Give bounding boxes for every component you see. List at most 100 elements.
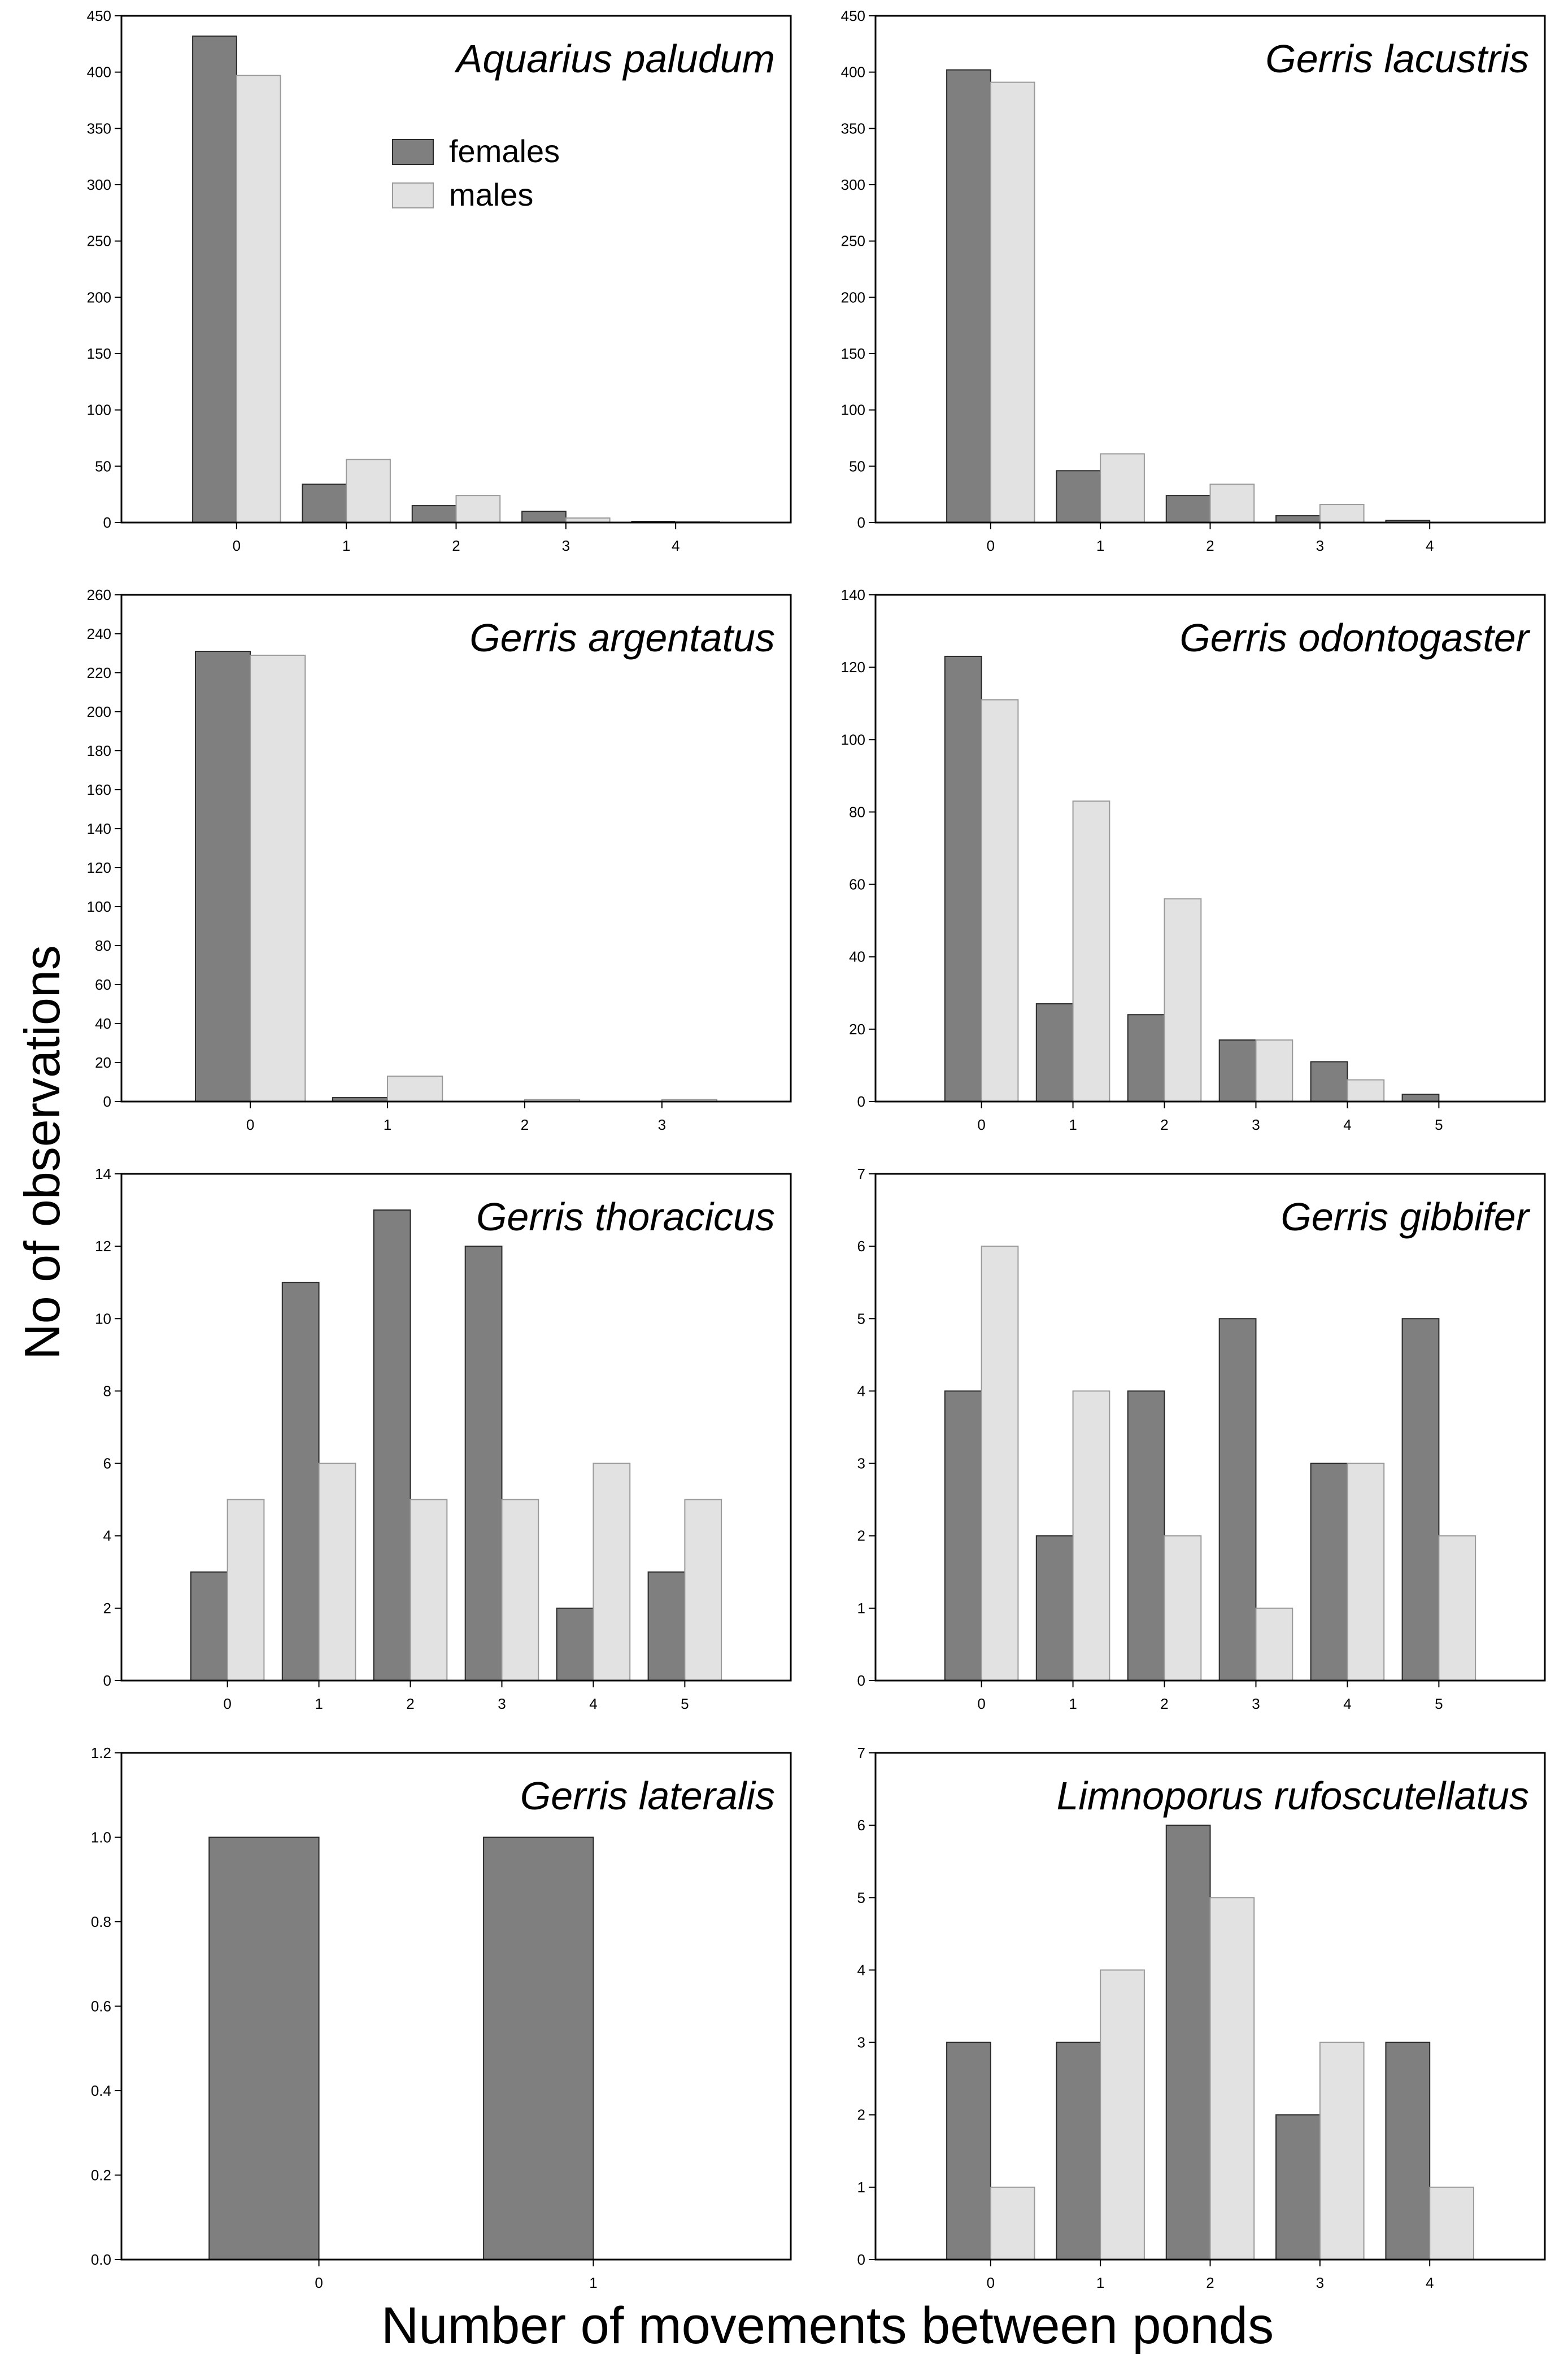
bar-females-3 [1275, 2114, 1321, 2261]
x-tick-label: 1 [384, 1116, 391, 1133]
bar-females-1 [1035, 1003, 1074, 1103]
y-tick-label: 4 [103, 1527, 111, 1544]
y-tick-label: 140 [87, 820, 111, 837]
y-tick-label: 8 [103, 1382, 111, 1399]
y-tick-label: 0 [103, 1672, 111, 1689]
y-tick-label: 160 [87, 781, 111, 798]
y-tick-label: 100 [87, 402, 111, 419]
y-tick-label: 20 [849, 1021, 865, 1038]
bar-females-0 [946, 2042, 991, 2261]
y-tick-label: 0.0 [91, 2251, 111, 2268]
x-tick-label: 1 [1069, 1116, 1077, 1133]
y-tick-label: 1 [857, 1600, 865, 1617]
bar-males-2 [1164, 1535, 1202, 1682]
y-tick-label: 40 [849, 948, 865, 965]
x-tick-label: 2 [521, 1116, 529, 1133]
x-tick-label: 2 [1206, 537, 1214, 554]
bar-males-2 [1164, 898, 1202, 1102]
y-tick-label: 7 [857, 1165, 865, 1182]
y-tick-label: 200 [87, 703, 111, 720]
bar-females-3 [1218, 1318, 1257, 1681]
bar-females-3 [1275, 515, 1321, 523]
bar-females-0 [208, 1836, 320, 2260]
legend-swatch-females [392, 139, 434, 165]
y-tick-label: 150 [87, 345, 111, 362]
chart-panel-7: 0 1 2 3 4 5 6 7 0 1 2 3 4 Limnoporus rufoscutellatus [857, 1744, 1546, 2291]
y-tick-label: 300 [87, 176, 111, 193]
y-tick-label: 14 [95, 1165, 111, 1182]
y-tick-label: 1.2 [91, 1744, 111, 1761]
x-tick-label: 1 [589, 2274, 597, 2291]
y-tick-label: 2 [103, 1600, 111, 1617]
bar-females-4 [556, 1607, 594, 1682]
chart-title: Gerris odontogaster [1179, 616, 1530, 660]
x-tick-label: 4 [589, 1695, 597, 1712]
plot-frame [874, 1173, 1546, 1682]
chart-panel-3: 0 20 40 60 80 100 120 140 0 1 2 3 4 5 Gerris odontogas… [841, 586, 1546, 1133]
bar-males-1 [1072, 1390, 1110, 1681]
x-tick-label: 3 [1316, 2274, 1324, 2291]
y-tick-label: 0 [857, 2251, 865, 2268]
bar-females-5 [1401, 1318, 1440, 1681]
x-tick-label: 3 [1316, 537, 1324, 554]
y-tick-label: 140 [841, 586, 865, 603]
bar-males-0 [981, 699, 1019, 1102]
x-tick-label: 2 [452, 537, 460, 554]
bar-females-0 [194, 651, 251, 1103]
x-tick-label: 0 [246, 1116, 254, 1133]
x-tick-label: 3 [498, 1695, 506, 1712]
x-tick-label: 0 [223, 1695, 231, 1712]
x-tick-label: 4 [1343, 1695, 1351, 1712]
x-tick-label: 3 [1252, 1116, 1260, 1133]
y-tick-label: 50 [95, 458, 111, 475]
chart-panel-2: 0 20 40 60 80 100 120 140 160 180 200 220 240 260 0 1 2 3… [87, 586, 792, 1133]
plot-frame [874, 594, 1546, 1103]
bar-males-3 [1255, 1039, 1293, 1103]
bar-males-2 [410, 1499, 448, 1681]
bar-females-2 [1127, 1014, 1165, 1102]
y-tick-label: 150 [841, 345, 865, 362]
chart-panel-6: 0.0 0.2 0.4 0.6 0.8 1.0 1.2 0 1 Gerris lateralis [91, 1744, 792, 2291]
x-tick-label: 3 [1252, 1695, 1260, 1712]
bar-males-0 [250, 654, 306, 1102]
bar-males-5 [1438, 1535, 1476, 1682]
bar-females-4 [1310, 1061, 1348, 1103]
bar-males-4 [593, 1463, 631, 1682]
bar-males-5 [684, 1499, 722, 1681]
x-tick-label: 0 [987, 2274, 995, 2291]
x-tick-label: 2 [406, 1695, 414, 1712]
bar-males-2 [455, 495, 501, 523]
y-tick-label: 350 [87, 120, 111, 137]
y-tick-label: 0 [857, 1672, 865, 1689]
y-tick-label: 0.8 [91, 1913, 111, 1930]
x-tick-label: 2 [1160, 1116, 1168, 1133]
y-axis-label: No of observations [14, 945, 70, 1360]
x-tick-label: 2 [1160, 1695, 1168, 1712]
bar-females-2 [1165, 495, 1211, 523]
bar-males-1 [1072, 800, 1110, 1102]
y-tick-label: 220 [87, 664, 111, 681]
bar-females-5 [647, 1571, 686, 1681]
bar-females-1 [1035, 1535, 1074, 1682]
y-tick-label: 260 [87, 586, 111, 603]
y-tick-label: 200 [87, 289, 111, 306]
y-tick-label: 0 [103, 1093, 111, 1110]
y-tick-label: 1.0 [91, 1829, 111, 1846]
x-tick-label: 4 [1426, 537, 1434, 554]
bar-females-0 [190, 1571, 228, 1681]
y-tick-label: 2 [857, 1527, 865, 1544]
bar-males-3 [1319, 2042, 1365, 2261]
x-tick-label: 0 [977, 1695, 985, 1712]
bar-males-3 [1255, 1607, 1293, 1682]
legend-label-males: males [449, 177, 533, 212]
x-tick-label: 3 [562, 537, 570, 554]
x-tick-label: 5 [1435, 1116, 1443, 1133]
y-tick-label: 5 [857, 1310, 865, 1327]
bar-males-0 [990, 2186, 1035, 2261]
y-tick-label: 10 [95, 1310, 111, 1327]
y-tick-label: 120 [841, 659, 865, 676]
chart-panel-0: 0 50 100 150 200 250 300 350 400 450 0 1 2 3 4 Aquarius… [87, 7, 792, 554]
y-tick-label: 100 [841, 731, 865, 748]
